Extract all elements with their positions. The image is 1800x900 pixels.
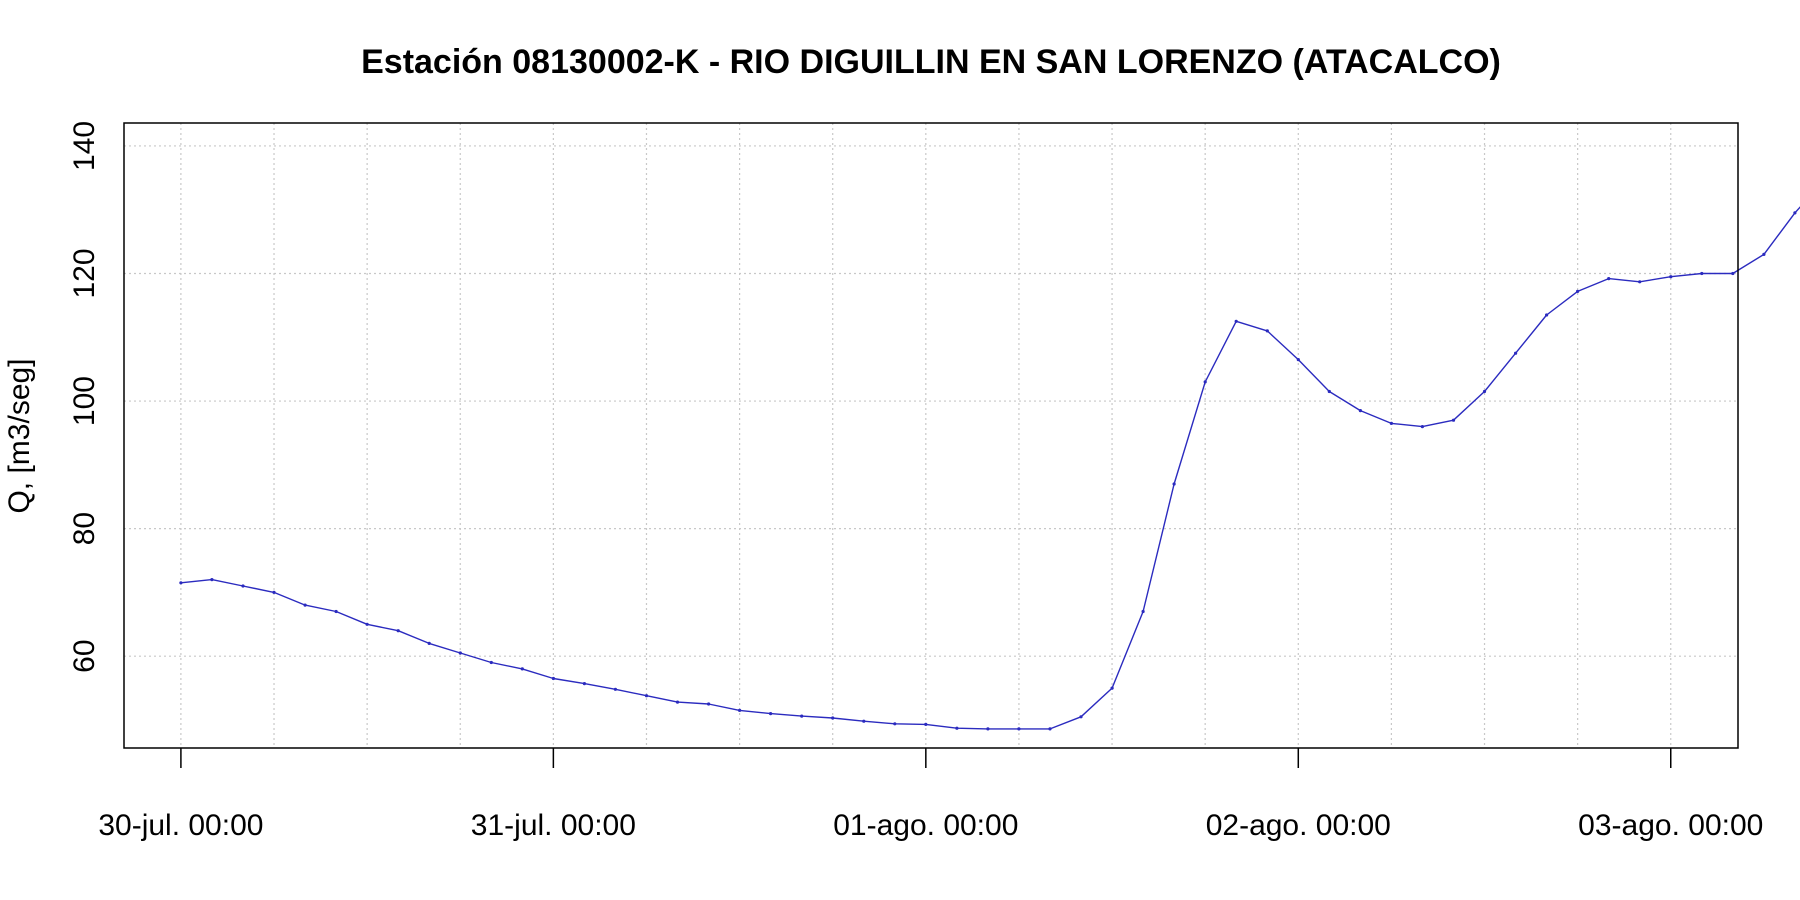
data-point	[582, 682, 587, 686]
data-point	[1793, 211, 1797, 215]
data-point	[1265, 329, 1269, 333]
data-point	[1638, 280, 1642, 284]
data-point	[1731, 271, 1735, 276]
data-point	[1358, 409, 1362, 413]
data-point	[738, 708, 742, 713]
data-point	[1545, 313, 1549, 317]
data-point	[1234, 319, 1238, 323]
data-point	[769, 712, 773, 716]
data-point	[1762, 252, 1766, 256]
data-point	[520, 667, 524, 671]
data-point	[1700, 271, 1704, 276]
data-point	[179, 581, 183, 585]
data-point	[365, 622, 369, 626]
plot-frame	[123, 122, 1739, 749]
data-point	[1451, 418, 1456, 422]
data-point	[831, 716, 835, 720]
data-point	[1172, 482, 1176, 486]
x-axis: 30-jul. 00:00 31-jul. 00:00 01-ago. 00:00 0…	[98, 748, 1763, 842]
data-point	[707, 702, 711, 706]
data-point	[551, 676, 556, 681]
data-point	[1576, 289, 1580, 293]
data-point	[303, 603, 307, 607]
y-tick-label: 120	[68, 248, 101, 298]
data-point	[1389, 421, 1393, 425]
data-point	[800, 714, 804, 718]
y-axis-label: Q, [m3/seg]	[3, 358, 36, 513]
data-point	[1296, 358, 1300, 362]
data-point	[644, 694, 649, 698]
data-point	[675, 700, 680, 704]
data-point	[924, 722, 928, 727]
x-tick-label: 30-jul. 00:00	[98, 809, 263, 842]
data-point	[1048, 727, 1052, 731]
data-point	[1327, 389, 1331, 394]
data-point	[1514, 351, 1518, 355]
data-point	[1669, 275, 1673, 279]
data-point	[334, 609, 338, 614]
y-axis: 60 80 100 120 140	[68, 121, 101, 673]
y-tick-label: 60	[68, 639, 101, 672]
data-point	[210, 578, 214, 582]
data-point	[862, 719, 866, 723]
data-point	[458, 651, 462, 655]
data-point	[272, 590, 276, 595]
x-tick-label: 31-jul. 00:00	[471, 809, 636, 842]
data-point	[1141, 609, 1145, 614]
data-point	[1017, 727, 1021, 731]
grid	[124, 123, 1738, 748]
y-tick-label: 140	[68, 121, 101, 171]
data-point	[955, 726, 959, 730]
chart-title: Estación 08130002-K - RIO DIGUILLIN EN S…	[361, 43, 1501, 81]
x-tick-label: 01-ago. 00:00	[833, 809, 1018, 842]
x-tick-label: 02-ago. 00:00	[1206, 809, 1391, 842]
data-point	[427, 641, 431, 646]
data-point	[613, 687, 618, 691]
data-point	[241, 584, 245, 588]
data-point	[396, 629, 400, 633]
data-point	[893, 722, 897, 726]
data-point	[986, 727, 990, 731]
data-point	[1110, 686, 1114, 690]
data-point	[1420, 425, 1424, 429]
x-tick-label: 03-ago. 00:00	[1578, 809, 1763, 842]
data-point	[1607, 277, 1611, 281]
data-point	[1482, 389, 1487, 394]
series-layer	[179, 206, 1800, 731]
y-tick-label: 100	[68, 376, 101, 426]
data-point	[1079, 715, 1083, 719]
y-tick-label: 80	[68, 512, 101, 545]
data-point	[1203, 380, 1207, 384]
data-point	[489, 660, 493, 665]
